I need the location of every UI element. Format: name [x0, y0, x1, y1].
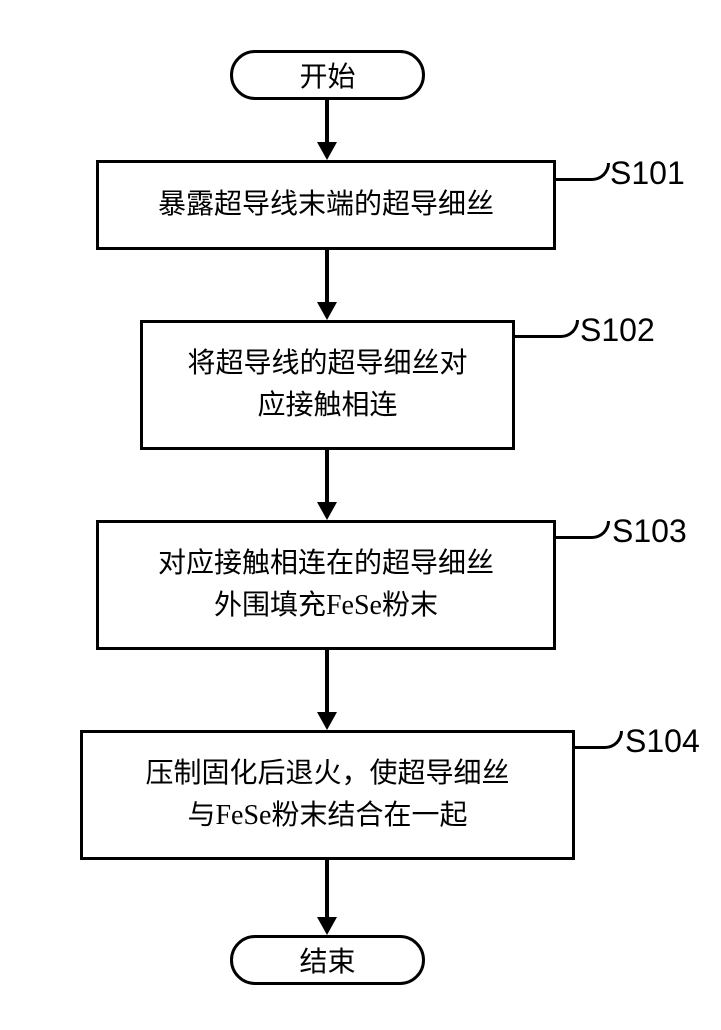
- arrow-5-head: [317, 917, 337, 935]
- arrow-2-line: [325, 250, 329, 304]
- step4-connector-curve: [598, 731, 623, 749]
- step3-connector-curve: [585, 521, 610, 539]
- start-node: 开始: [230, 50, 425, 100]
- arrow-2-head: [317, 302, 337, 320]
- arrow-4-line: [325, 650, 329, 714]
- step1-connector-curve: [585, 163, 610, 181]
- step4-node: 压制固化后退火，使超导细丝 与FeSe粉末结合在一起: [80, 730, 575, 860]
- step2-node: 将超导线的超导细丝对 应接触相连: [140, 320, 515, 450]
- step2-label: S102: [580, 312, 655, 349]
- flowchart-container: 开始 暴露超导线末端的超导细丝 S101 将超导线的超导细丝对 应接触相连 S1…: [0, 30, 721, 1030]
- arrow-3-line: [325, 450, 329, 504]
- arrow-3-head: [317, 502, 337, 520]
- arrow-5-line: [325, 860, 329, 919]
- step1-node: 暴露超导线末端的超导细丝: [96, 160, 556, 250]
- step4-text: 压制固化后退火，使超导细丝 与FeSe粉末结合在一起: [145, 753, 509, 837]
- step3-label: S103: [612, 513, 687, 550]
- step2-text: 将超导线的超导细丝对 应接触相连: [187, 343, 467, 427]
- step3-node: 对应接触相连在的超导细丝 外围填充FeSe粉末: [96, 520, 556, 650]
- arrow-4-head: [317, 712, 337, 730]
- arrow-1-head: [317, 142, 337, 160]
- step1-label: S101: [610, 155, 685, 192]
- step1-text: 暴露超导线末端的超导细丝: [158, 184, 494, 226]
- step4-label: S104: [625, 723, 700, 760]
- arrow-1-line: [325, 100, 329, 144]
- step2-connector-curve: [554, 320, 579, 338]
- step3-text: 对应接触相连在的超导细丝 外围填充FeSe粉末: [158, 543, 494, 627]
- start-text: 开始: [299, 55, 355, 95]
- end-text: 结束: [299, 940, 355, 980]
- end-node: 结束: [230, 935, 425, 985]
